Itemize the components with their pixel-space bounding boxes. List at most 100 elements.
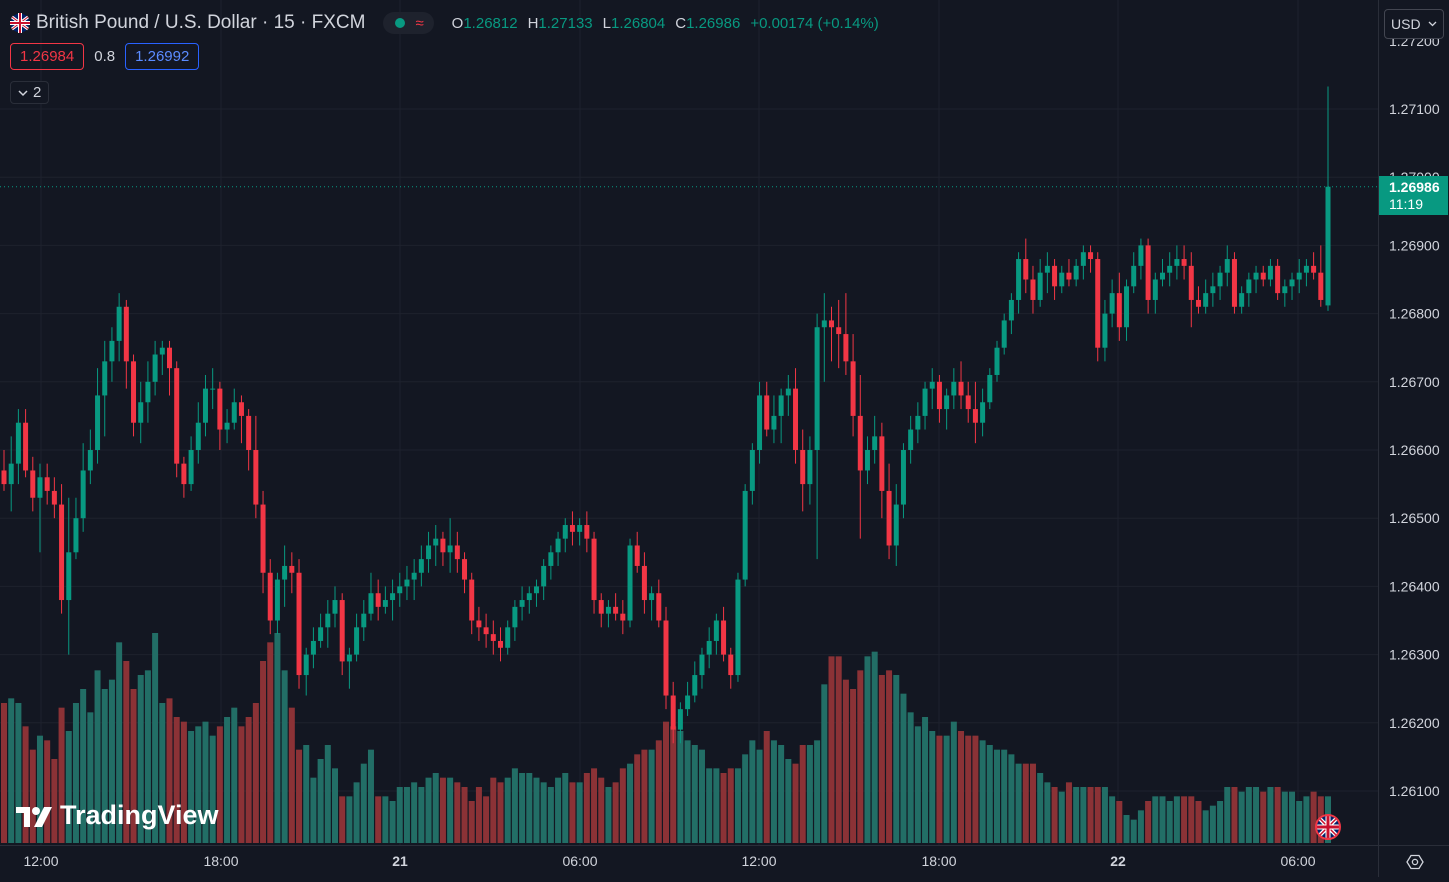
candle-body	[210, 388, 216, 390]
volume-bar	[886, 670, 893, 843]
gbp-usd-flag-icon	[10, 13, 30, 33]
candle	[195, 402, 201, 464]
volume-bar	[51, 759, 58, 843]
volume-bar	[87, 712, 94, 843]
candle-body	[246, 415, 252, 450]
candle-body	[505, 627, 511, 648]
candle-body	[260, 504, 266, 573]
candle	[1037, 259, 1043, 307]
last-price-label: 1.26986 11:19	[1379, 176, 1448, 215]
price-tick-label: 1.26400	[1389, 578, 1440, 594]
candle	[95, 368, 101, 464]
candle-body	[944, 395, 950, 410]
candle	[958, 361, 964, 410]
currency-select[interactable]: USD	[1384, 9, 1444, 39]
volume-bar	[1195, 801, 1202, 843]
candle-body	[569, 525, 575, 532]
volume-bar	[1209, 805, 1216, 843]
candle-body	[749, 450, 755, 491]
candle-body	[238, 402, 244, 416]
candle	[850, 334, 856, 437]
candle-body	[1030, 279, 1036, 300]
candle-body	[224, 422, 230, 430]
volume-bar	[1037, 773, 1044, 843]
volume-bar	[1217, 801, 1224, 843]
indicators-toggle-button[interactable]: 2	[10, 81, 50, 104]
time-tick-label: 18:00	[203, 853, 238, 869]
candle-body	[893, 504, 899, 546]
candle-body	[677, 709, 683, 730]
volume-bar	[8, 698, 15, 843]
candle-body	[361, 613, 367, 628]
candle	[641, 552, 647, 614]
price-scale[interactable]: 1.271001.270001.269001.268001.267001.266…	[1378, 0, 1449, 845]
candle	[706, 627, 712, 669]
volume-bar	[209, 735, 216, 843]
candle	[253, 415, 259, 519]
candle-body	[699, 654, 705, 676]
volume-bar	[166, 698, 173, 843]
volume-bar	[1109, 796, 1116, 843]
candle	[339, 593, 345, 676]
economic-event-flag-icon[interactable]	[1315, 814, 1341, 840]
candle	[303, 647, 309, 696]
candle	[80, 443, 86, 532]
candle	[1160, 259, 1165, 287]
volume-bar	[216, 726, 223, 843]
candle	[181, 456, 187, 498]
volume-bar	[346, 796, 353, 843]
volume-bar	[511, 768, 518, 843]
volume-bar	[857, 670, 864, 843]
market-status[interactable]: ≈	[383, 12, 434, 34]
time-tick-label: 06:00	[1280, 853, 1315, 869]
candle-body	[1080, 252, 1086, 266]
buy-button[interactable]: 1.26992	[125, 43, 200, 70]
volume-bar	[519, 773, 526, 843]
candle-body	[274, 579, 280, 621]
candle	[123, 299, 129, 389]
candle	[1217, 265, 1223, 300]
candle-body	[915, 415, 921, 430]
volume-bar	[893, 675, 900, 843]
volume-bar	[907, 712, 914, 843]
volume-bar	[1296, 801, 1303, 843]
volume-bar	[296, 749, 303, 843]
candle	[994, 340, 1000, 382]
candle	[699, 647, 705, 689]
candle	[289, 552, 295, 594]
candle	[893, 484, 899, 566]
candle	[1124, 279, 1130, 341]
volume-bar	[555, 777, 562, 843]
candle	[1246, 272, 1252, 307]
volume-bar	[332, 768, 338, 843]
symbol-title[interactable]: British Pound / U.S. Dollar · 15 · FXCM	[36, 12, 366, 33]
candle	[73, 497, 79, 560]
sell-button[interactable]: 1.26984	[10, 43, 85, 70]
candle-body	[87, 450, 93, 471]
candle	[685, 681, 691, 716]
candle-body	[102, 361, 108, 396]
chart-pane[interactable]: British Pound / U.S. Dollar · 15 · FXCM …	[0, 0, 1378, 845]
candle	[548, 545, 554, 580]
chart-settings-button[interactable]	[1378, 845, 1449, 877]
time-scale[interactable]: 12:00 18:00 21 06:00 12:00 18:00 22 06:00	[0, 845, 1378, 877]
volume-bar	[180, 721, 187, 843]
volume-bar	[353, 782, 360, 843]
tradingview-watermark[interactable]: TradingView	[14, 800, 219, 831]
wave-icon: ≈	[415, 14, 424, 32]
volume-bar	[720, 773, 727, 843]
candlestick-chart[interactable]	[0, 0, 1378, 845]
candle-body	[476, 620, 482, 628]
candle	[87, 429, 93, 485]
volume-bar	[742, 754, 749, 843]
symbol-legend[interactable]: British Pound / U.S. Dollar · 15 · FXCM …	[10, 10, 879, 36]
candle-body	[325, 613, 331, 628]
candle-body	[332, 600, 338, 614]
volume-bar	[540, 782, 547, 843]
candle	[1224, 245, 1230, 287]
volume-bar	[339, 796, 346, 843]
candle-body	[440, 538, 446, 553]
candle-body	[174, 368, 180, 464]
candle-body	[296, 572, 302, 676]
volume-bar	[1289, 791, 1296, 843]
